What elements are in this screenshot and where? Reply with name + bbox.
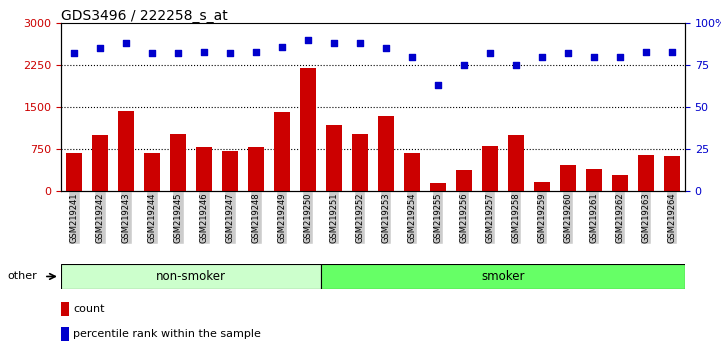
Bar xyxy=(66,153,82,191)
Point xyxy=(224,50,236,56)
Bar xyxy=(508,135,524,191)
Text: other: other xyxy=(7,272,37,281)
Bar xyxy=(586,169,602,191)
Point xyxy=(146,50,158,56)
Bar xyxy=(301,68,316,191)
Bar xyxy=(664,156,680,191)
Bar xyxy=(61,264,321,289)
Bar xyxy=(248,147,264,191)
Bar xyxy=(379,116,394,191)
Point xyxy=(640,49,652,55)
Point xyxy=(485,50,496,56)
Bar xyxy=(353,134,368,191)
Point xyxy=(172,50,184,56)
Point xyxy=(666,49,678,55)
Point xyxy=(302,37,314,42)
Bar xyxy=(61,302,69,316)
Bar xyxy=(612,175,628,191)
Bar xyxy=(92,135,108,191)
Point xyxy=(250,49,262,55)
Bar xyxy=(222,151,238,191)
Bar xyxy=(404,153,420,191)
Point xyxy=(120,40,132,46)
Text: GDS3496 / 222258_s_at: GDS3496 / 222258_s_at xyxy=(61,9,228,23)
Point xyxy=(459,62,470,68)
Bar xyxy=(118,111,134,191)
Point xyxy=(407,54,418,59)
Bar xyxy=(327,125,342,191)
Point xyxy=(198,49,210,55)
Point xyxy=(562,50,574,56)
Point xyxy=(588,54,600,59)
Bar xyxy=(170,134,186,191)
Bar xyxy=(61,327,69,341)
Bar xyxy=(321,264,685,289)
Text: percentile rank within the sample: percentile rank within the sample xyxy=(74,329,261,339)
Text: count: count xyxy=(74,304,105,314)
Bar xyxy=(430,183,446,191)
Point xyxy=(328,40,340,46)
Bar xyxy=(144,153,160,191)
Point xyxy=(68,50,80,56)
Point xyxy=(354,40,366,46)
Point xyxy=(614,54,626,59)
Point xyxy=(94,45,106,51)
Text: smoker: smoker xyxy=(482,270,525,283)
Bar xyxy=(456,170,472,191)
Bar xyxy=(638,155,654,191)
Bar xyxy=(482,146,497,191)
Bar xyxy=(534,182,550,191)
Point xyxy=(276,44,288,49)
Point xyxy=(510,62,522,68)
Bar xyxy=(275,112,290,191)
Point xyxy=(433,82,444,88)
Text: non-smoker: non-smoker xyxy=(156,270,226,283)
Bar xyxy=(196,147,212,191)
Point xyxy=(536,54,548,59)
Bar xyxy=(560,165,576,191)
Point xyxy=(381,45,392,51)
